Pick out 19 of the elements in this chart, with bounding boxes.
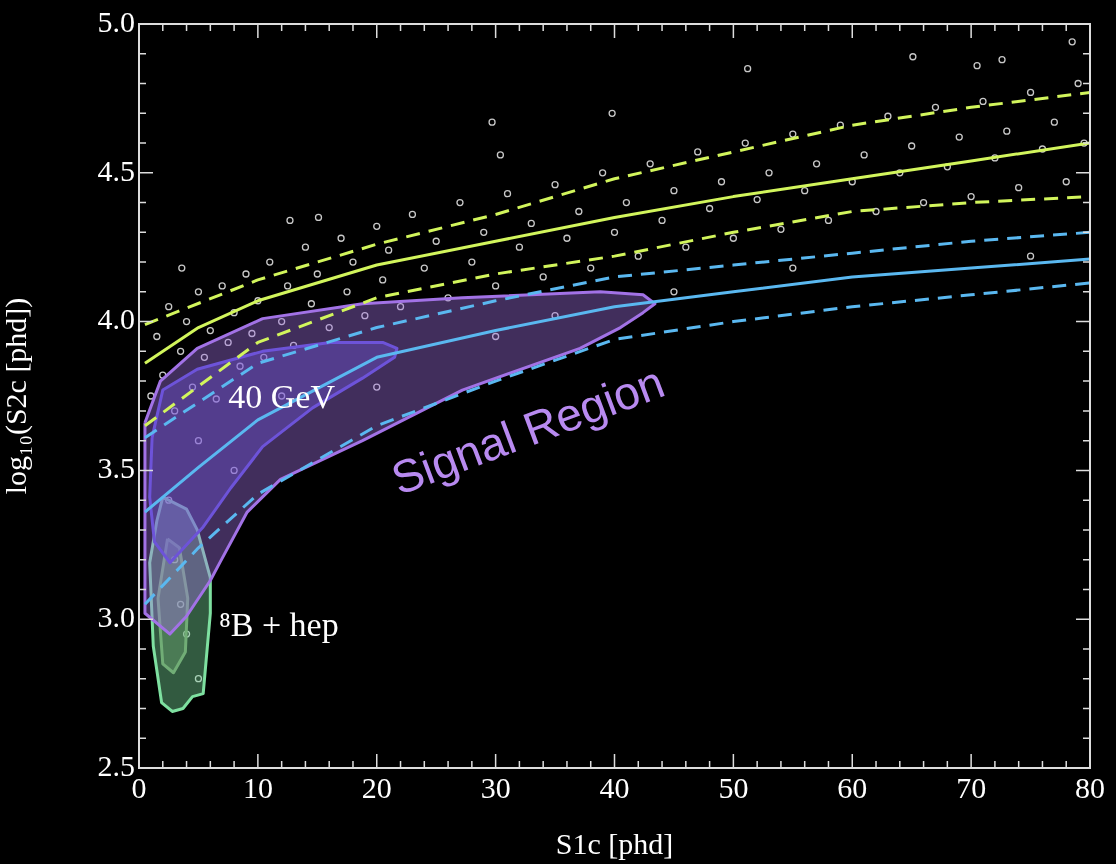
x-tick-label: 50 [718,770,749,804]
annotation: Signal Region [384,355,671,505]
x-axis-title: S1c [phd] [555,826,674,860]
y-tick-label: 4.0 [97,302,135,336]
y-axis-title: log₁₀(S2c [phd]) [0,297,33,495]
y-tick-label: 3.0 [97,600,135,634]
x-tick-label: 70 [956,770,987,804]
y-tick-label: 4.5 [97,153,135,187]
line-series [143,281,1090,606]
x-tick-label: 20 [361,770,392,804]
x-tick-label: 60 [837,770,868,804]
y-tick-label: 3.5 [97,451,135,485]
x-tick-label: 80 [1075,770,1105,804]
x-tick-label: 10 [242,770,273,804]
line-series [143,90,1090,327]
y-tick-label: 5.0 [97,4,135,38]
x-tick-label: 30 [480,770,511,804]
annotation: ⁸B + hep [218,605,339,643]
x-tick-label: 40 [599,770,630,804]
